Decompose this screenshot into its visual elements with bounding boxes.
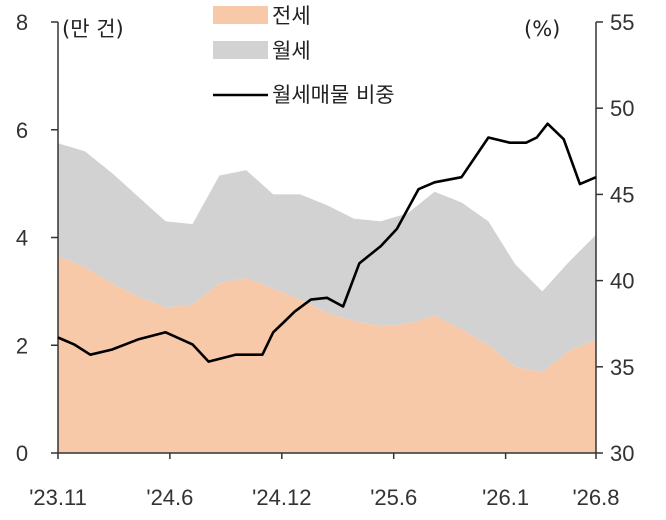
x-tick-label: '24.12 — [252, 485, 311, 510]
right-tick-label: 50 — [610, 96, 634, 121]
axes — [51, 21, 603, 459]
left-tick-label: 8 — [16, 10, 28, 35]
ratio-line — [57, 122, 597, 363]
x-tick-label: '24.6 — [146, 485, 193, 510]
right-unit-label: (%) — [524, 17, 560, 41]
x-tick-label: '26.1 — [482, 485, 529, 510]
legend-label-wolse: 월세 — [272, 39, 311, 63]
left-tick-label: 6 — [16, 118, 28, 143]
legend-swatch-wolse — [213, 41, 268, 59]
left-tick-label: 4 — [16, 226, 28, 251]
legend-label-jeonse: 전세 — [272, 4, 311, 28]
left-unit-label: (만 건) — [62, 17, 124, 41]
wolse-area — [58, 143, 596, 373]
legend-swatch-jeonse — [213, 6, 268, 24]
legend-label-ratio: 월세매물 비중 — [272, 83, 395, 107]
left-tick-label: 2 — [16, 333, 28, 358]
x-tick-label: '25.6 — [370, 485, 417, 510]
right-tick-label: 40 — [610, 269, 634, 294]
jeonse-area — [58, 256, 596, 453]
x-tick-label: '26.8 — [572, 485, 619, 510]
right-tick-label: 35 — [610, 355, 634, 380]
right-tick-label: 45 — [610, 182, 634, 207]
area-layer — [58, 143, 596, 453]
left-tick-label: 0 — [16, 441, 28, 466]
ratio-line-layer — [57, 122, 597, 363]
right-tick-label: 30 — [610, 441, 634, 466]
right-tick-label: 55 — [610, 10, 634, 35]
tick-labels: 0 2 4 6 8 30 35 40 45 50 55 '23.11 '24.6 '24.12 '25.6 '… — [16, 10, 635, 510]
x-tick-label: '23.11 — [29, 485, 87, 510]
